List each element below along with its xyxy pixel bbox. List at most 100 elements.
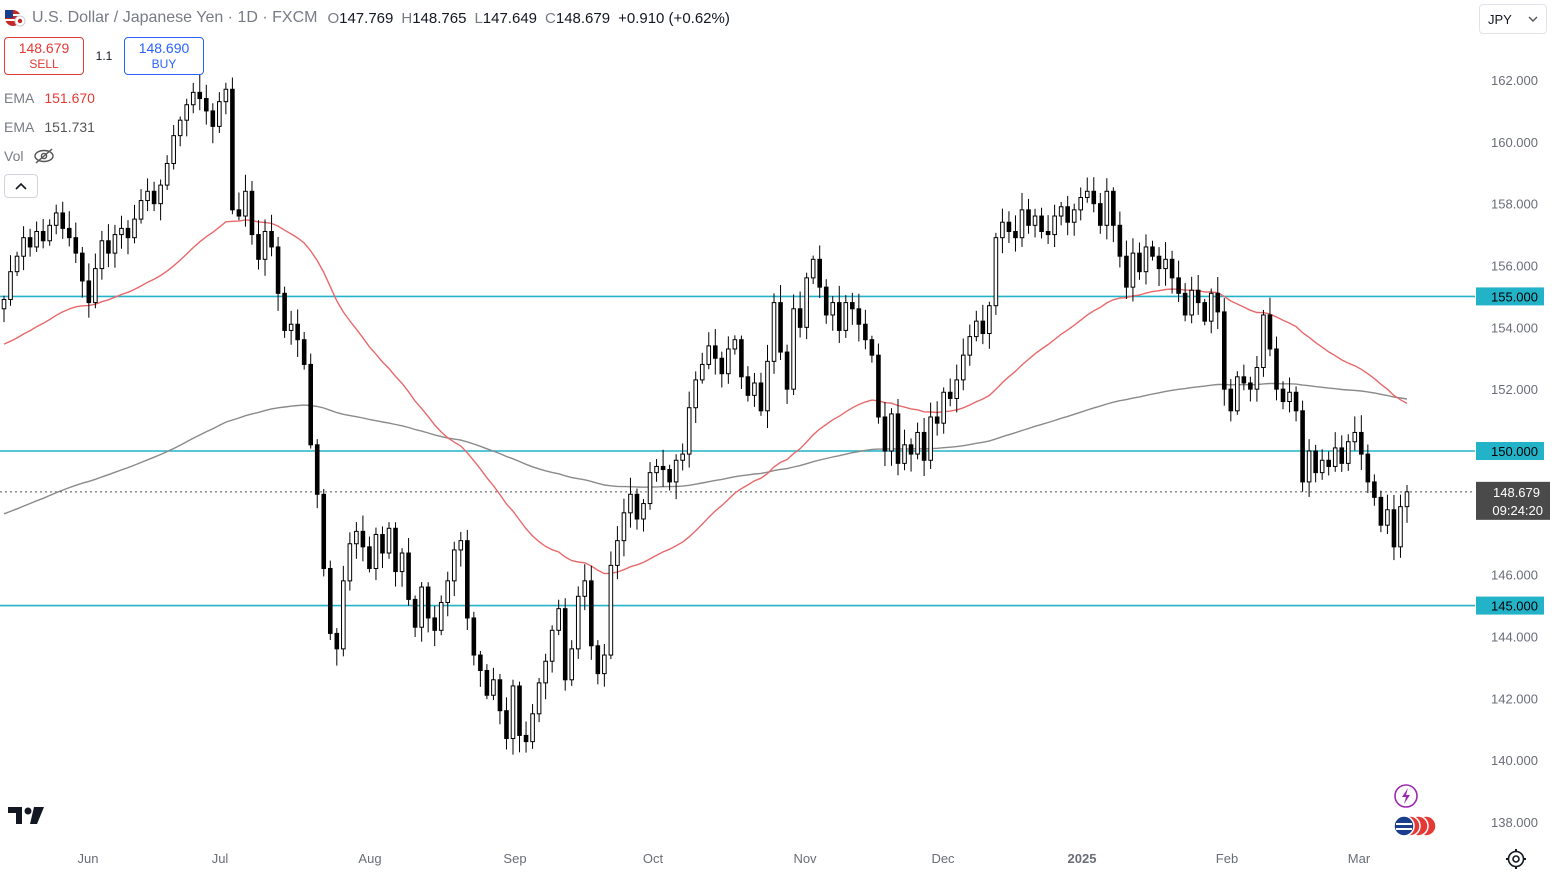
x-tick-label: Nov (793, 851, 817, 866)
candle (549, 625, 555, 673)
candle (947, 378, 953, 407)
candle (908, 438, 914, 472)
candle (843, 295, 849, 338)
gear-icon[interactable] (1505, 848, 1527, 870)
candle (1000, 208, 1005, 254)
candle (1235, 371, 1240, 415)
candle (314, 439, 320, 509)
candle (797, 291, 803, 338)
indicator-volume[interactable]: Vol (4, 148, 55, 164)
candle (1385, 494, 1390, 535)
candle (1098, 192, 1103, 234)
candle (406, 538, 411, 606)
candle (327, 560, 333, 641)
symbol-header: U.S. Dollar / Japanese Yen · 1D · FXCM O… (4, 6, 730, 30)
eye-hidden-icon[interactable] (33, 148, 55, 164)
candle (301, 332, 307, 370)
ohlc-values: O147.769 H148.765 L147.649 C148.679 +0.9… (327, 9, 730, 27)
level-tag (1476, 287, 1544, 306)
candle (347, 532, 353, 591)
symbol-title[interactable]: U.S. Dollar / Japanese Yen · 1D · FXCM (32, 9, 318, 26)
candle (243, 174, 248, 227)
candle (1006, 211, 1012, 243)
candle (119, 215, 124, 249)
y-tick-label: 158.000 (1491, 197, 1538, 212)
candle (732, 335, 738, 355)
economic-events-icon[interactable] (1393, 815, 1437, 837)
candle (1065, 195, 1070, 236)
candle (451, 541, 457, 597)
candle (40, 219, 46, 249)
candle (138, 189, 144, 224)
indicator-ema-slow[interactable]: EMA 151.731 (4, 119, 95, 135)
candle (1326, 451, 1331, 476)
candle (739, 335, 744, 390)
candle (602, 643, 607, 687)
candle (673, 454, 679, 500)
candle (373, 527, 379, 581)
candle (589, 565, 594, 660)
lightning-icon[interactable] (1394, 784, 1418, 808)
candle (882, 401, 888, 467)
candle (784, 344, 790, 404)
buy-button[interactable]: 148.690 BUY (124, 37, 204, 75)
candle (230, 77, 235, 215)
candle (928, 402, 933, 470)
candle (112, 224, 118, 268)
candle (863, 309, 868, 350)
candle (876, 343, 881, 424)
candle (941, 387, 946, 434)
candle (1039, 207, 1044, 239)
ema-lines (3, 219, 1408, 575)
candle (869, 335, 875, 363)
candle (1019, 192, 1025, 247)
candle (974, 310, 979, 342)
level-label: 145.000 (1491, 599, 1538, 614)
time-axis[interactable]: Jun Jul Aug Sep Oct Nov Dec 2025 Feb Mar (78, 851, 1371, 866)
candle (86, 263, 92, 318)
candle (1104, 178, 1110, 240)
candle (438, 595, 444, 636)
x-tick-label: Dec (931, 851, 955, 866)
candle (262, 219, 268, 276)
candle (1306, 439, 1312, 497)
candle (269, 214, 274, 257)
currency-select[interactable]: JPY (1479, 4, 1547, 34)
currency-label: JPY (1488, 11, 1512, 27)
candle (641, 499, 646, 532)
candle (530, 704, 535, 749)
candle (706, 332, 712, 370)
collapse-legend-button[interactable] (4, 174, 38, 198)
candle (993, 232, 999, 315)
candle (680, 443, 685, 471)
indicator-ema-fast[interactable]: EMA 151.670 (4, 90, 95, 106)
candle (1319, 449, 1325, 480)
candle (1359, 415, 1364, 470)
level-tag (1476, 442, 1544, 460)
candle (1345, 434, 1351, 471)
candle (967, 324, 973, 366)
sell-button[interactable]: 148.679 SELL (4, 37, 84, 75)
candle (771, 293, 777, 374)
ema-slow-line[interactable] (3, 382, 1408, 515)
tradingview-logo-icon[interactable] (8, 804, 46, 826)
level-label: 155.000 (1491, 289, 1538, 304)
candle (1254, 355, 1260, 402)
ema-fast-value: 151.670 (44, 90, 95, 106)
candle (282, 286, 287, 338)
y-tick-label: 142.000 (1491, 691, 1538, 706)
candle (980, 304, 986, 345)
ema-fast-line[interactable] (3, 219, 1408, 575)
candle (288, 310, 294, 345)
candle (1091, 177, 1097, 213)
y-tick-label: 152.000 (1491, 382, 1538, 397)
candle (171, 125, 176, 170)
candle (1221, 298, 1227, 406)
candle (47, 219, 52, 246)
low-value: 147.649 (482, 9, 538, 27)
candle (960, 338, 966, 391)
candle (275, 236, 281, 311)
candle (745, 366, 751, 402)
candle (256, 220, 261, 270)
